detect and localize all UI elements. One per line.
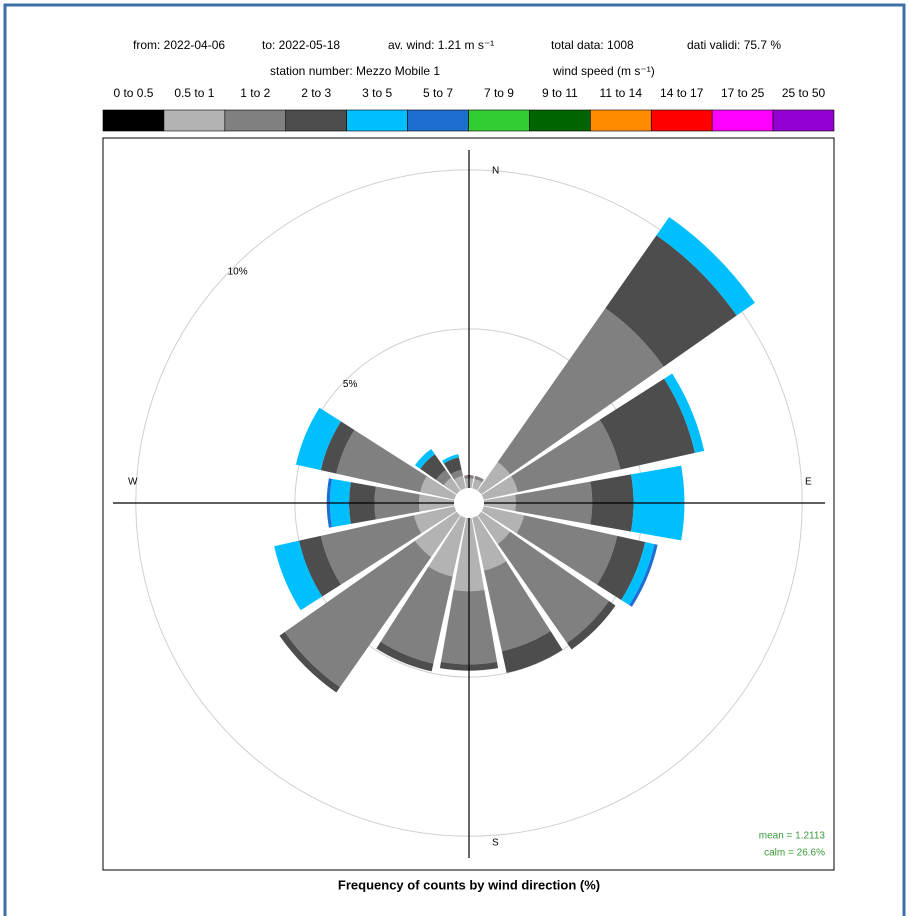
wedge-segment	[501, 631, 563, 673]
header-text: from: 2022-04-06	[133, 38, 225, 52]
wedge-segment	[442, 454, 459, 464]
wedge-segment	[621, 542, 655, 606]
wedge-segment	[420, 454, 446, 480]
legend-label: 0 to 0.5	[113, 86, 153, 100]
wedge-segment	[454, 475, 466, 491]
legend-label: 1 to 2	[240, 86, 270, 100]
header-text: station number: Mezzo Mobile 1	[270, 64, 440, 78]
wedge-segment	[415, 511, 461, 557]
x-axis-title: Frequency of counts by wind direction (%…	[338, 877, 600, 892]
legend-label: 0.5 to 1	[174, 86, 214, 100]
center-hole	[454, 488, 484, 518]
plot-box	[102, 137, 835, 871]
wedge-segment	[450, 469, 463, 480]
wedge-segment	[474, 475, 484, 483]
wedge-segment	[656, 217, 755, 316]
wedge-segment	[284, 540, 432, 688]
wedge-segment	[443, 457, 462, 475]
legend-swatch	[163, 109, 226, 132]
wedge-segment	[274, 540, 323, 611]
wedge-segment	[376, 641, 434, 672]
wedge-segment	[597, 535, 646, 600]
legend-swatch	[407, 109, 469, 132]
wedge-segment	[629, 544, 658, 607]
legend-swatch	[529, 109, 591, 132]
wedge-segment	[477, 462, 510, 495]
wedge-segment	[497, 531, 610, 644]
r-tick-label: 10%	[228, 266, 248, 277]
compass-label: E	[805, 477, 812, 488]
compass-label: W	[128, 477, 138, 488]
wedge-segment	[477, 511, 510, 544]
wedge-segment	[511, 419, 621, 493]
wedge-segment	[516, 515, 618, 585]
wedge-segment	[428, 515, 466, 577]
r-tick-label: 5%	[343, 379, 358, 390]
legend-label: 17 to 25	[721, 86, 765, 100]
legend-label: 25 to 50	[782, 86, 826, 100]
wedge-segment	[472, 479, 483, 491]
legend-label: 3 to 5	[362, 86, 392, 100]
legend-swatch	[285, 109, 347, 132]
compass-label: S	[492, 838, 499, 849]
legend-label: 5 to 7	[423, 86, 453, 100]
wedge-segment	[279, 632, 340, 693]
header-text: dati validi: 75.7 %	[687, 38, 781, 52]
legend-swatch	[711, 109, 774, 132]
wedge-segment	[299, 535, 341, 597]
legend-title: wind speed (m s⁻¹)	[552, 64, 655, 78]
legend-label: 2 to 3	[301, 86, 331, 100]
wedge-segment	[599, 378, 695, 470]
wedge-segment	[295, 407, 341, 471]
wedge-segment	[443, 477, 461, 495]
wedge-segment	[380, 566, 453, 664]
legend-swatch	[224, 109, 287, 132]
wedge-segment	[413, 506, 457, 534]
wedge-segment	[435, 469, 452, 486]
legend-label: 14 to 17	[660, 86, 704, 100]
legend-label: 7 to 9	[484, 86, 514, 100]
wedge-segment	[497, 308, 664, 475]
wedge-segment	[336, 429, 427, 493]
wedge-segment	[320, 515, 422, 585]
header-text: to: 2022-05-18	[262, 38, 340, 52]
wedge-segment	[481, 506, 525, 534]
wedge-segment	[483, 561, 551, 652]
legend-swatch	[772, 109, 835, 132]
wedge-segment	[320, 421, 355, 474]
legend-swatch	[468, 109, 530, 132]
stat-text: mean = 1.2113	[759, 831, 826, 842]
compass-label: N	[492, 166, 499, 177]
rose	[135, 169, 803, 837]
legend-label: 11 to 14	[600, 86, 643, 100]
legend-swatch	[346, 109, 408, 132]
wedge-segment	[664, 373, 705, 453]
wedge-segment	[481, 476, 518, 500]
wedge-segment	[415, 449, 435, 469]
header-text: total data: 1008	[551, 38, 634, 52]
legend-swatch	[102, 109, 165, 132]
legend-swatch	[650, 109, 713, 132]
wedge-segment	[567, 601, 616, 650]
stat-text: calm = 26.6%	[764, 848, 825, 859]
wedge-segment	[605, 235, 737, 367]
wedge-segment	[420, 476, 457, 500]
wedge-segment	[472, 515, 507, 571]
legend-swatch	[590, 109, 652, 132]
header-text: av. wind: 1.21 m s⁻¹	[388, 38, 494, 52]
legend-label: 9 to 11	[542, 86, 578, 100]
